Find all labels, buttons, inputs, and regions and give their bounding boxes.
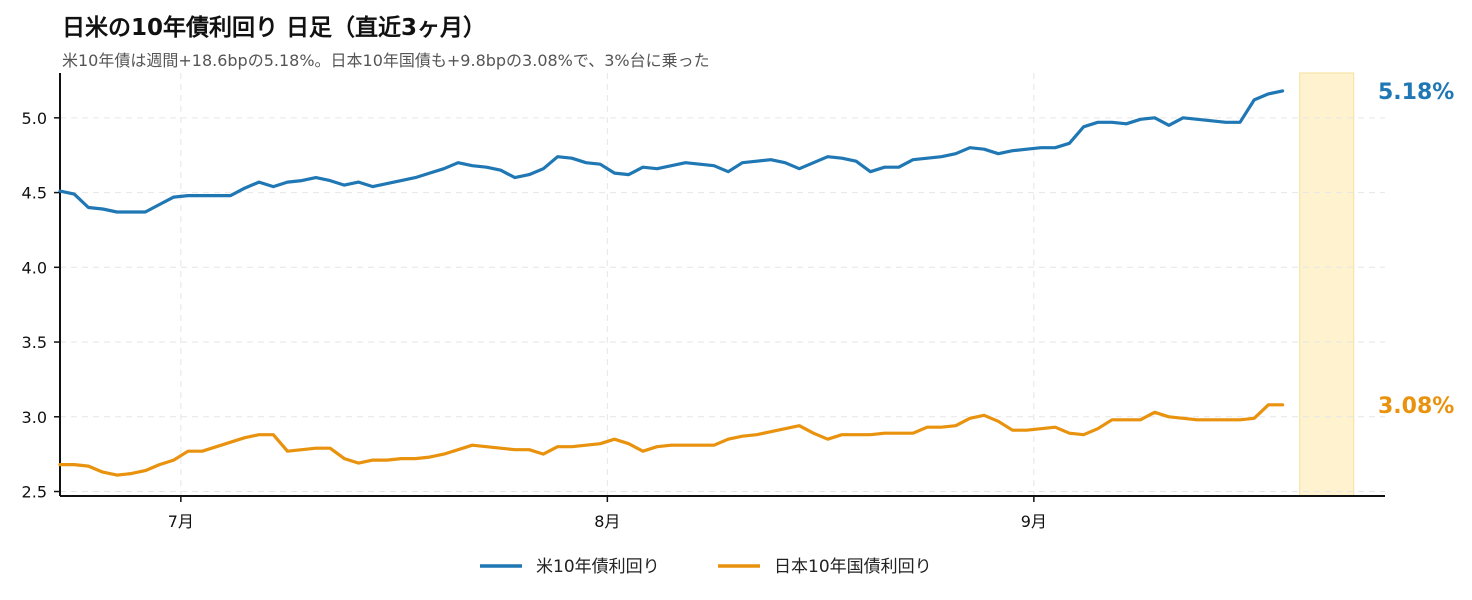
x-tick-label: 8月 xyxy=(594,512,620,531)
highlight-layer xyxy=(1299,72,1355,497)
end-value-label-2: 3.08% xyxy=(1378,394,1454,419)
y-tick-label: 4.0 xyxy=(22,258,47,277)
chart-title: 日米の10年債利回り 日足（直近3ヶ月） xyxy=(62,15,487,41)
label-layer: 5.18% 3.08% xyxy=(1378,80,1454,419)
x-tick-label: 7月 xyxy=(168,512,194,531)
x-tick-label: 9月 xyxy=(1021,512,1047,531)
series-layer xyxy=(58,89,1285,477)
y-tick-label: 2.5 xyxy=(22,483,47,502)
end-value-label-1: 5.18% xyxy=(1378,80,1454,105)
series-line-1 xyxy=(58,89,1285,214)
grid-layer xyxy=(60,73,1385,496)
legend-label-1: 米10年債利回り xyxy=(536,557,660,577)
chart-subtitle: 米10年債は週間+18.6bpの5.18%。日本10年国債も+9.8bpの3.0… xyxy=(62,51,710,70)
recent-week-highlight xyxy=(1299,72,1355,497)
y-tick-label: 3.0 xyxy=(22,408,47,427)
series-line-2 xyxy=(58,403,1285,477)
legend: 米10年債利回り 日本10年国債利回り xyxy=(480,557,932,577)
legend-label-2: 日本10年国債利回り xyxy=(774,557,932,577)
axis-layer: 2.5 3.0 3.5 4.0 4.5 5.0 7月 8月 9月 xyxy=(22,73,1385,531)
y-tick-label: 5.0 xyxy=(22,109,47,128)
y-tick-label: 4.5 xyxy=(22,184,47,203)
y-tick-label: 3.5 xyxy=(22,333,47,352)
